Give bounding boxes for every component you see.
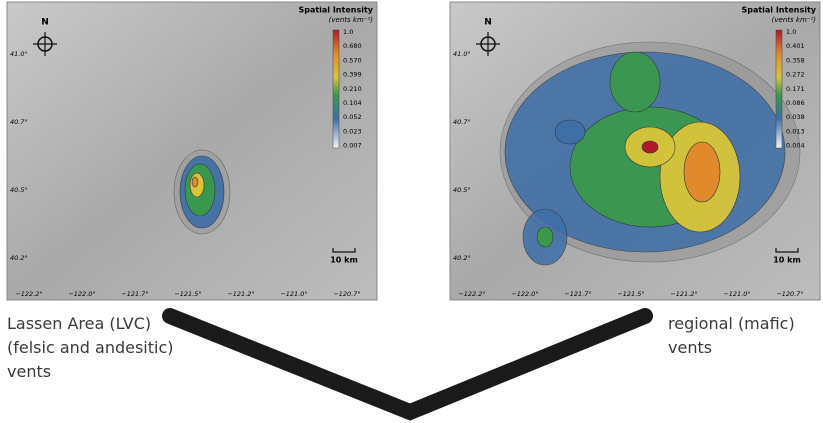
lat-label: 41.0° <box>453 50 471 58</box>
lon-label: −121.5° <box>617 290 644 298</box>
map-panel: N Spatial Intensity(vents km⁻²) 1.0 0.680 0.… <box>7 2 377 300</box>
caption: Lassen Area (LVC)(felsic and andesitic)v… <box>7 312 174 384</box>
legend-unit: (vents km⁻²) <box>772 16 817 24</box>
caption-line: Lassen Area (LVC) <box>7 312 174 336</box>
merge-arrow <box>170 316 645 412</box>
intensity-contour <box>192 177 198 187</box>
ramp-label: 0.358 <box>786 56 805 64</box>
intensity-contour <box>555 120 585 144</box>
legend-title: Spatial Intensity <box>741 6 816 15</box>
color-ramp <box>776 30 782 148</box>
ramp-label: 0.004 <box>786 142 805 150</box>
legend-title: Spatial Intensity <box>298 6 373 15</box>
north-label: N <box>41 18 49 28</box>
lon-label: −122.2° <box>458 290 485 298</box>
lon-label: −121.2° <box>227 290 254 298</box>
caption-line: (felsic and andesitic) <box>7 336 174 360</box>
ramp-label: 0.171 <box>786 85 805 93</box>
ramp-label: 0.023 <box>343 127 362 135</box>
ramp-label: 0.013 <box>786 127 805 135</box>
lon-label: −121.7° <box>564 290 591 298</box>
lat-label: 41.0° <box>10 50 28 58</box>
lon-label: −121.5° <box>174 290 201 298</box>
ramp-label: 0.680 <box>343 42 362 50</box>
intensity-contour <box>537 227 553 247</box>
north-label: N <box>484 18 492 28</box>
color-ramp <box>333 30 339 148</box>
ramp-label: 0.052 <box>343 113 362 121</box>
lon-label: −121.2° <box>670 290 697 298</box>
intensity-contour <box>684 142 720 202</box>
lon-label: −122.2° <box>15 290 42 298</box>
map-panel: N Spatial Intensity(vents km⁻²) 1.0 0.401 0.… <box>450 2 820 300</box>
lat-label: 40.7° <box>10 118 28 126</box>
lat-label: 40.5° <box>10 186 28 194</box>
lat-label: 40.2° <box>10 254 28 262</box>
lon-label: −122.0° <box>68 290 95 298</box>
figure: NSpatial Intensity(vents km⁻²)1.00.6800.… <box>0 0 823 423</box>
lat-label: 40.2° <box>453 254 471 262</box>
terrain <box>7 2 377 300</box>
ramp-label: 1.0 <box>786 28 796 36</box>
intensity-contour <box>642 141 658 153</box>
lon-label: −120.7° <box>333 290 360 298</box>
ramp-label: 0.401 <box>786 42 805 50</box>
intensity-contour <box>610 52 660 112</box>
ramp-label: 0.210 <box>343 85 362 93</box>
lon-label: −122.0° <box>511 290 538 298</box>
lat-label: 40.7° <box>453 118 471 126</box>
lon-label: −121.7° <box>121 290 148 298</box>
ramp-label: 0.399 <box>343 71 362 79</box>
lon-label: −120.7° <box>776 290 803 298</box>
scale-bar-label: 10 km <box>773 256 801 265</box>
lon-label: −121.0° <box>723 290 750 298</box>
ramp-label: 0.104 <box>343 99 362 107</box>
scale-bar-label: 10 km <box>330 256 358 265</box>
lat-label: 40.5° <box>453 186 471 194</box>
lon-label: −121.0° <box>280 290 307 298</box>
caption-line: regional (mafic) <box>668 312 795 336</box>
ramp-label: 0.007 <box>343 142 362 150</box>
ramp-label: 0.570 <box>343 56 362 64</box>
caption-line: vents <box>668 336 795 360</box>
ramp-label: 0.272 <box>786 71 805 79</box>
ramp-label: 0.038 <box>786 113 805 121</box>
ramp-label: 1.0 <box>343 28 353 36</box>
caption: regional (mafic)vents <box>668 312 795 360</box>
legend-unit: (vents km⁻²) <box>329 16 374 24</box>
ramp-label: 0.086 <box>786 99 805 107</box>
caption-line: vents <box>7 360 174 384</box>
